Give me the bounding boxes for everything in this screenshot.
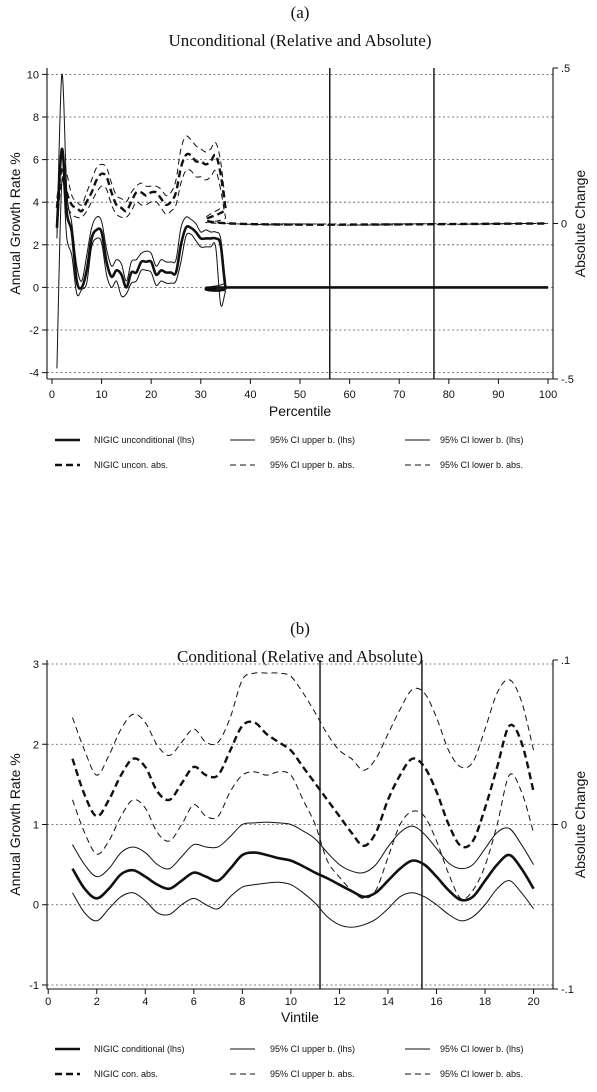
- panel-a: (a) Unconditional (Relative and Absolute)…: [7, 3, 588, 470]
- legend-label: 95% CI lower b. abs.: [440, 1069, 523, 1079]
- x-tick-label: 70: [393, 389, 405, 401]
- x-tick-label: 90: [492, 389, 504, 401]
- x-tick-label: 80: [443, 389, 455, 401]
- x-tick-label: 18: [479, 996, 491, 1008]
- panel-label: (b): [290, 619, 310, 638]
- series-line-3: [72, 880, 534, 928]
- series-line-4: [71, 720, 535, 849]
- x-tick-label: 60: [343, 389, 355, 401]
- legend-label: NIGIC con. abs.: [94, 1069, 158, 1079]
- y-tick-label: 6: [33, 155, 39, 167]
- y-tick-label: -4: [29, 368, 39, 380]
- y-tick-label: 2: [33, 739, 39, 751]
- y-tick-label: 8: [33, 112, 39, 124]
- series-line-1: [55, 147, 549, 292]
- y2-axis-label: Absolute Change: [572, 170, 588, 278]
- y2-tick-label: -.5: [561, 374, 574, 386]
- legend-label: NIGIC conditional (lhs): [94, 1044, 185, 1054]
- y-tick-label: 10: [27, 69, 39, 81]
- legend-label: NIGIC unconditional (lhs): [94, 435, 195, 445]
- legend-label: 95% CI upper b. abs.: [270, 460, 355, 470]
- series-group: [55, 73, 549, 369]
- x-tick-label: 0: [49, 389, 55, 401]
- y-tick-label: 0: [33, 282, 39, 294]
- x-tick-label: 14: [382, 996, 394, 1008]
- series-line-6: [56, 168, 549, 230]
- x-tick-label: 30: [195, 389, 207, 401]
- legend-label: 95% CI upper b. (lhs): [270, 435, 355, 445]
- legend-label: 95% CI upper b. abs.: [270, 1069, 355, 1079]
- series-line-3: [56, 176, 549, 369]
- panel-b: (b) Conditional (Relative and Absolute) 0 2…: [7, 619, 588, 1079]
- chart-title: Unconditional (Relative and Absolute): [169, 31, 432, 50]
- x-tick-label: 6: [191, 996, 197, 1008]
- legend-label: 95% CI lower b. (lhs): [440, 1044, 524, 1054]
- legend-label: 95% CI upper b. (lhs): [270, 1044, 355, 1054]
- x-tick-label: 4: [142, 996, 148, 1008]
- y2-tick-label: .1: [561, 655, 570, 667]
- y-tick-label: -2: [29, 325, 39, 337]
- x-tick-label: 2: [94, 996, 100, 1008]
- x-tick-label: 40: [244, 389, 256, 401]
- series-line-2: [56, 73, 549, 289]
- x-tick-label: 0: [45, 996, 51, 1008]
- legend-label: 95% CI lower b. (lhs): [440, 435, 524, 445]
- series-group: [71, 672, 535, 928]
- x-tick-label: 20: [527, 996, 539, 1008]
- series-line-5: [56, 135, 549, 226]
- series-line-1: [71, 851, 535, 902]
- y-tick-label: 4: [33, 197, 39, 209]
- legend-label: NIGIC uncon. abs.: [94, 460, 168, 470]
- x-tick-label: 10: [95, 389, 107, 401]
- y-axis-label: Annual Growth Rate %: [7, 152, 23, 294]
- series-line-5: [72, 672, 535, 776]
- y2-tick-label: 0: [561, 219, 567, 231]
- x-tick-label: 20: [145, 389, 157, 401]
- x-axis-label: Percentile: [269, 403, 331, 419]
- series-line-6: [72, 771, 535, 900]
- legend-label: 95% CI lower b. abs.: [440, 460, 523, 470]
- y2-tick-label: .5: [561, 63, 570, 75]
- x-tick-label: 100: [539, 389, 557, 401]
- x-axis-label: Vintile: [281, 1009, 319, 1025]
- y-tick-label: 2: [33, 240, 39, 252]
- y-tick-label: 3: [33, 659, 39, 671]
- series-line-2: [72, 821, 535, 878]
- chart-title: Conditional (Relative and Absolute): [177, 647, 423, 666]
- y-tick-label: 1: [33, 820, 39, 832]
- x-tick-label: 16: [430, 996, 442, 1008]
- x-tick-label: 12: [333, 996, 345, 1008]
- y2-tick-label: -.1: [561, 984, 574, 996]
- y2-tick-label: 0: [561, 820, 567, 832]
- panel-label: (a): [291, 3, 310, 22]
- y2-axis-label: Absolute Change: [572, 771, 588, 879]
- y-tick-label: -1: [29, 980, 39, 992]
- series-line-4: [55, 152, 549, 226]
- x-tick-label: 50: [294, 389, 306, 401]
- x-tick-label: 10: [285, 996, 297, 1008]
- y-axis-label: Annual Growth Rate %: [7, 753, 23, 895]
- y-tick-label: 0: [33, 900, 39, 912]
- x-tick-label: 8: [239, 996, 245, 1008]
